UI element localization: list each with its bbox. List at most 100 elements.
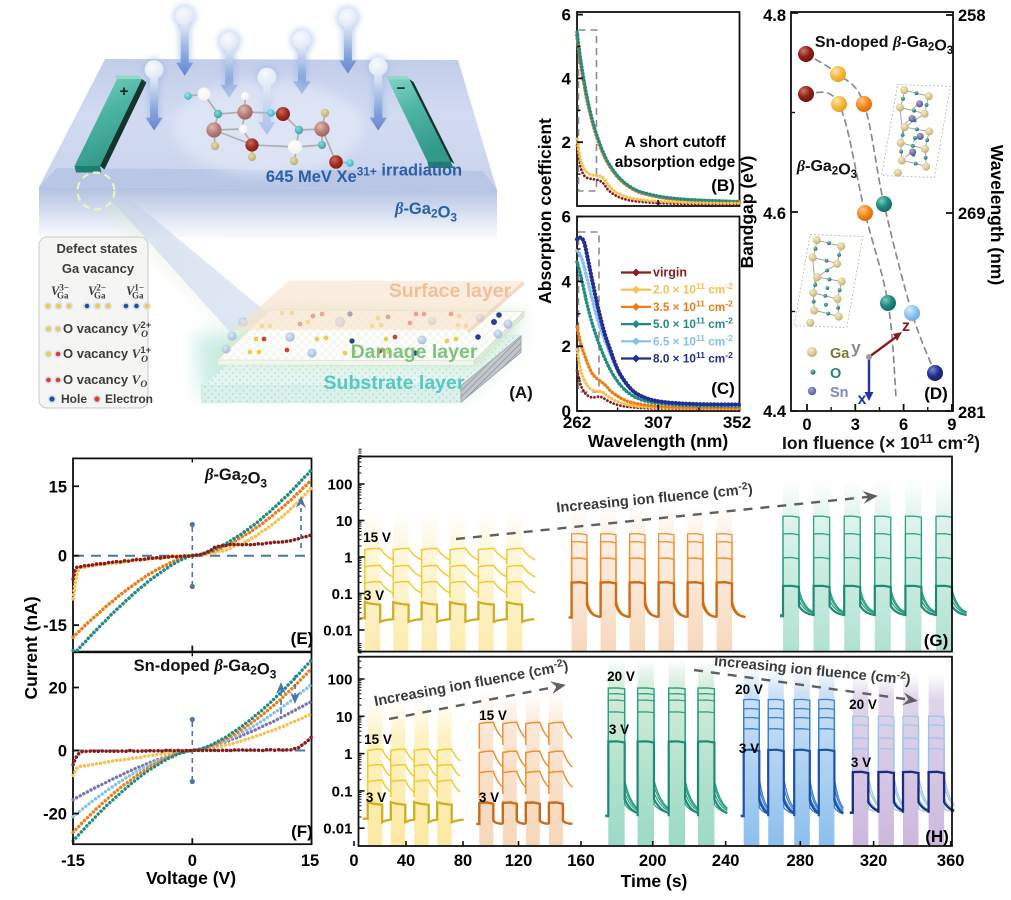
svg-text:(A): (A) (509, 383, 533, 402)
svg-text:2: 2 (562, 337, 571, 356)
svg-text:6: 6 (562, 208, 571, 227)
svg-text:6: 6 (562, 6, 571, 25)
svg-text:(E): (E) (291, 629, 314, 648)
svg-text:(H): (H) (925, 827, 949, 846)
svg-text:9: 9 (947, 416, 956, 434)
svg-text:(F): (F) (291, 822, 313, 841)
svg-text:(G): (G) (924, 631, 949, 650)
svg-text:281: 281 (958, 404, 986, 422)
svg-text:z: z (902, 318, 910, 335)
svg-text:(B): (B) (711, 176, 735, 195)
svg-text:Defect states: Defect states (57, 241, 138, 256)
svg-text:y: y (851, 338, 861, 357)
svg-text:absorption edge: absorption edge (615, 154, 736, 171)
svg-text:307: 307 (644, 413, 672, 432)
svg-text:O vacancy V1+O: O vacancy V1+ O (63, 345, 152, 365)
svg-text:15: 15 (49, 478, 67, 496)
svg-text:15 V: 15 V (479, 708, 507, 723)
svg-text:262: 262 (563, 413, 591, 432)
svg-text:0.01: 0.01 (323, 623, 352, 640)
svg-text:5.0 × 1011 cm-2: 5.0 × 1011 cm-2 (653, 316, 733, 332)
svg-text:258: 258 (958, 7, 986, 25)
svg-text:240: 240 (712, 852, 740, 870)
svg-text:8.0 × 1011 cm-2: 8.0 × 1011 cm-2 (653, 350, 733, 366)
svg-text:Ion fluence (× 1011 cm-2): Ion fluence (× 1011 cm-2) (782, 432, 980, 453)
svg-text:4: 4 (562, 69, 572, 88)
svg-text:Sn: Sn (830, 385, 849, 401)
svg-text:15 V: 15 V (363, 530, 391, 545)
svg-text:0: 0 (58, 743, 67, 761)
svg-text:(D): (D) (924, 384, 948, 403)
svg-text:20: 20 (49, 680, 67, 698)
svg-text:10: 10 (336, 513, 353, 530)
svg-text:Wavelength (nm): Wavelength (nm) (987, 145, 1007, 285)
svg-text:100: 100 (327, 477, 352, 494)
svg-text:virgin: virgin (653, 266, 687, 280)
svg-text:80: 80 (454, 852, 472, 870)
svg-text:V1−Ga: V1− Ga (126, 283, 144, 301)
svg-text:3: 3 (851, 416, 860, 434)
svg-text:3 V: 3 V (609, 722, 629, 737)
svg-text:3.5 × 1011 cm-2: 3.5 × 1011 cm-2 (653, 298, 733, 314)
svg-text:0.1: 0.1 (332, 586, 353, 603)
svg-text:360: 360 (937, 852, 965, 870)
svg-text:3 V: 3 V (851, 755, 871, 770)
svg-text:-15: -15 (43, 617, 67, 635)
svg-text:1: 1 (344, 746, 352, 763)
svg-text:0: 0 (349, 852, 358, 870)
svg-text:-20: -20 (43, 806, 67, 824)
svg-text:20 V: 20 V (849, 697, 877, 712)
svg-text:3 V: 3 V (364, 588, 384, 603)
svg-text:10: 10 (336, 709, 353, 726)
svg-text:-15: -15 (61, 852, 85, 870)
svg-text:Damage layer: Damage layer (351, 341, 478, 363)
svg-text:Bandgap (eV): Bandgap (eV) (737, 156, 757, 269)
svg-text:Voltage (V): Voltage (V) (146, 868, 236, 888)
svg-text:269: 269 (958, 205, 986, 223)
svg-text:20 V: 20 V (607, 669, 635, 684)
svg-text:15 V: 15 V (364, 732, 392, 747)
svg-text:+: + (120, 83, 129, 100)
svg-text:1: 1 (344, 550, 352, 567)
svg-text:2: 2 (562, 133, 571, 152)
svg-text:280: 280 (787, 852, 815, 870)
svg-text:O vacancy V2+O: O vacancy V2+ O (63, 320, 152, 340)
svg-text:20 V: 20 V (735, 682, 763, 697)
svg-text:120: 120 (505, 852, 533, 870)
svg-text:Time (s): Time (s) (621, 871, 688, 891)
svg-text:V2−Ga: V2− Ga (88, 283, 106, 301)
svg-text:15: 15 (301, 852, 319, 870)
svg-text:0.01: 0.01 (323, 821, 352, 838)
svg-text:A short cutoff: A short cutoff (624, 134, 726, 151)
svg-text:Electron: Electron (105, 392, 153, 406)
svg-text:0.1: 0.1 (332, 783, 353, 800)
svg-text:−: − (397, 80, 406, 97)
svg-text:Ga vacancy: Ga vacancy (62, 261, 135, 276)
svg-text:O vacancy VO: O vacancy VO (63, 372, 147, 390)
svg-text:4.6: 4.6 (763, 205, 786, 223)
svg-text:0: 0 (802, 416, 811, 434)
svg-text:x: x (858, 391, 867, 408)
svg-text:0: 0 (58, 548, 67, 566)
svg-text:0: 0 (562, 402, 571, 421)
svg-text:O: O (830, 366, 841, 382)
svg-text:200: 200 (639, 852, 667, 870)
svg-text:3 V: 3 V (366, 790, 386, 805)
svg-text:40: 40 (397, 852, 415, 870)
svg-text:Hole: Hole (61, 392, 87, 406)
svg-text:Wavelength (nm): Wavelength (nm) (588, 431, 728, 451)
svg-text:Surface layer: Surface layer (389, 280, 512, 302)
svg-text:320: 320 (860, 852, 888, 870)
svg-text:100: 100 (327, 672, 352, 689)
svg-text:V3−Ga: V3− Ga (51, 283, 69, 301)
svg-text:6.5 × 1011 cm-2: 6.5 × 1011 cm-2 (653, 333, 733, 349)
svg-text:4.8: 4.8 (763, 7, 786, 25)
svg-text:Absorption coefficient: Absorption coefficient (535, 118, 555, 304)
svg-text:0: 0 (188, 852, 197, 870)
svg-text:Current (nA): Current (nA) (21, 596, 41, 699)
svg-text:2.0 × 1011 cm-2: 2.0 × 1011 cm-2 (653, 281, 733, 297)
svg-text:4.4: 4.4 (763, 403, 787, 421)
svg-text:Substrate layer: Substrate layer (324, 372, 465, 394)
svg-text:3 V: 3 V (739, 741, 759, 756)
svg-text:160: 160 (567, 852, 595, 870)
